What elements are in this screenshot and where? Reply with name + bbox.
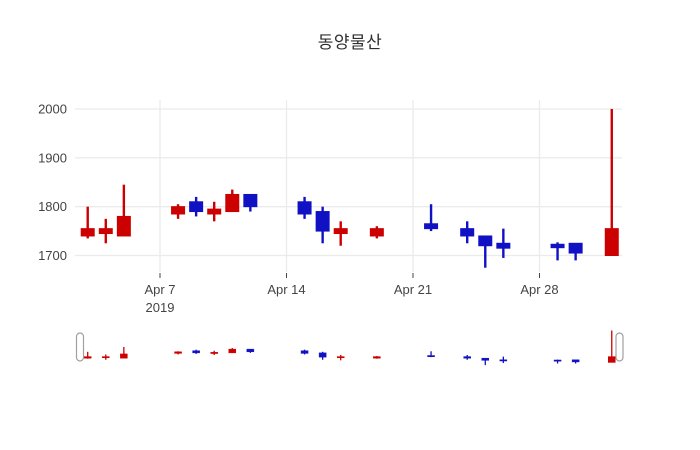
- candle-body: [189, 201, 204, 213]
- mini-candle-body: [499, 359, 508, 362]
- candle-2019-04-30[interactable]: [568, 242, 583, 261]
- mini-candle-2019-04-05: [120, 347, 128, 359]
- candle-body: [369, 228, 384, 237]
- x-tick-sublabel: 2019: [146, 300, 175, 315]
- mini-candle-body: [120, 353, 128, 359]
- candle-2019-04-26[interactable]: [496, 228, 511, 258]
- mini-candle-2019-04-29: [553, 359, 562, 364]
- mini-candle-body: [300, 350, 309, 354]
- candle-2019-04-17[interactable]: [333, 221, 348, 246]
- candle-2019-04-05[interactable]: [116, 184, 131, 237]
- candle-2019-04-25[interactable]: [478, 235, 493, 268]
- candle-body: [98, 228, 113, 235]
- mini-candle-2019-04-24: [463, 354, 471, 360]
- candle-body: [116, 215, 131, 237]
- x-tick-label: Apr 28: [520, 282, 558, 297]
- candle-2019-04-10[interactable]: [207, 201, 222, 222]
- mini-candle-body: [228, 348, 237, 354]
- candle-body: [225, 193, 240, 213]
- mini-candle-body: [318, 352, 327, 358]
- mini-candle-body: [102, 356, 110, 359]
- candle-body: [297, 201, 312, 215]
- candle-body: [315, 211, 330, 232]
- mini-candle-body: [246, 348, 255, 353]
- mini-candle-2019-04-10: [210, 350, 218, 355]
- mini-candle-body: [373, 356, 381, 359]
- candle-2019-04-22[interactable]: [424, 204, 439, 232]
- y-tick-label: 2000: [38, 102, 67, 117]
- candle-2019-04-03[interactable]: [80, 206, 95, 239]
- candle-body: [243, 193, 258, 208]
- mini-candle-body: [174, 351, 182, 354]
- y-tick-label: 1800: [38, 199, 67, 214]
- mini-candle-2019-04-17: [336, 354, 345, 361]
- candle-2019-04-24[interactable]: [460, 221, 475, 244]
- candle-layer: [80, 109, 619, 268]
- candle-body: [424, 223, 439, 230]
- candle-body: [80, 228, 95, 237]
- mini-candle-2019-04-12: [246, 348, 255, 353]
- candle-body: [171, 206, 186, 215]
- candle-body: [460, 228, 475, 237]
- mini-candle-2019-04-03: [83, 351, 92, 359]
- grid-layer: [75, 100, 622, 272]
- candle-body: [333, 228, 348, 235]
- mini-candle-body: [336, 356, 345, 359]
- candle-2019-04-15[interactable]: [297, 196, 312, 219]
- rangeslider-right-handle[interactable]: [615, 332, 624, 362]
- candle-2019-04-16[interactable]: [315, 206, 330, 244]
- mini-candle-body: [481, 357, 490, 361]
- candle-2019-04-04[interactable]: [98, 218, 113, 244]
- candle-body: [604, 228, 619, 256]
- x-tick-label: Apr 7: [144, 282, 175, 297]
- mini-candle-body: [192, 350, 200, 354]
- rangeslider-track[interactable]: [75, 328, 622, 370]
- candle-2019-04-19[interactable]: [369, 226, 384, 239]
- mini-candle-body: [210, 352, 218, 354]
- x-tick-label: Apr 14: [267, 282, 305, 297]
- mini-candle-2019-05-02: [608, 330, 616, 363]
- mini-candle-2019-04-08: [174, 351, 182, 355]
- mini-candle-body: [83, 356, 92, 359]
- mini-candle-2019-04-30: [571, 359, 580, 364]
- mini-candle-2019-04-04: [102, 354, 110, 360]
- chart-title: 동양물산: [317, 33, 383, 52]
- mini-candle-2019-04-16: [318, 351, 327, 360]
- axis-layer: 1700 1800 1900 2000 Apr 7 2019 Apr 14 Apr 21 Apr…: [38, 102, 559, 315]
- rangeslider[interactable]: [75, 328, 624, 370]
- rangeslider-left-handle[interactable]: [75, 332, 85, 362]
- mini-candle-body: [463, 356, 471, 359]
- mini-candle-2019-04-15: [300, 349, 309, 355]
- mini-candle-2019-04-11: [228, 348, 237, 354]
- candle-body: [496, 242, 511, 249]
- candle-body: [568, 242, 583, 254]
- mini-candle-2019-04-22: [427, 351, 435, 358]
- candle-2019-04-11[interactable]: [225, 189, 240, 213]
- candle-2019-04-12[interactable]: [243, 193, 258, 212]
- mini-candle-2019-04-19: [373, 356, 381, 359]
- candle-2019-04-29[interactable]: [550, 242, 565, 261]
- candle-2019-04-09[interactable]: [189, 196, 204, 217]
- mini-candle-body: [571, 359, 580, 363]
- mini-candle-2019-04-26: [499, 356, 508, 363]
- candle-body: [550, 243, 565, 249]
- mini-candle-2019-04-09: [192, 349, 200, 354]
- x-tick-label: Apr 21: [394, 282, 432, 297]
- candle-2019-04-08[interactable]: [171, 204, 186, 219]
- y-tick-label: 1700: [38, 248, 67, 263]
- mini-candle-body: [608, 356, 616, 363]
- candle-body: [478, 235, 493, 247]
- mini-candle-2019-04-25: [481, 357, 490, 366]
- candle-body: [207, 208, 222, 215]
- mini-candle-body: [553, 359, 562, 362]
- y-tick-label: 1900: [38, 150, 67, 165]
- candle-2019-05-02[interactable]: [604, 109, 619, 256]
- mini-candle-body: [427, 355, 435, 357]
